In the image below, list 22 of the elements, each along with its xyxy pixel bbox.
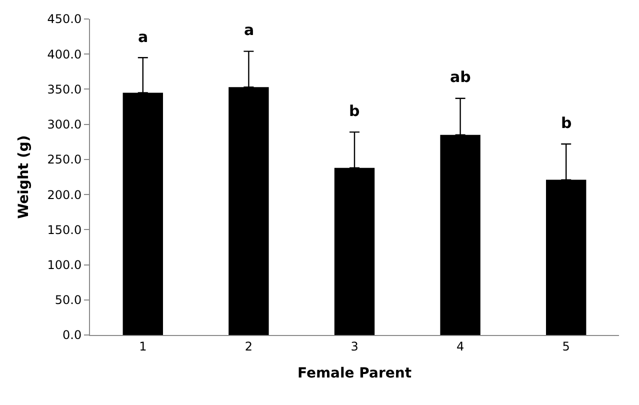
y-tick-label: 450.0 bbox=[47, 12, 82, 26]
y-tick-label: 250.0 bbox=[47, 152, 82, 167]
annotation: a bbox=[138, 28, 148, 46]
y-axis-title: Weight (g) bbox=[16, 135, 32, 219]
x-tick-label: 4 bbox=[456, 339, 464, 354]
annotation: ab bbox=[450, 68, 472, 86]
y-tick-label: 150.0 bbox=[47, 222, 82, 237]
y-tick-label: 100.0 bbox=[47, 258, 82, 272]
y-tick-label: 300.0 bbox=[47, 118, 82, 132]
y-tick-label: 350.0 bbox=[47, 82, 82, 96]
x-tick-label: 3 bbox=[350, 339, 358, 354]
x-tick-label: 2 bbox=[244, 339, 253, 354]
x-tick-label: 5 bbox=[562, 339, 570, 354]
x-axis-title: Female Parent bbox=[297, 366, 412, 382]
annotation: b bbox=[561, 114, 572, 132]
annotation: a bbox=[244, 21, 254, 39]
annotation: b bbox=[349, 102, 360, 120]
y-tick-label: 200.0 bbox=[47, 188, 82, 202]
y-tick-label: 50.0 bbox=[54, 293, 82, 308]
y-tick-label: 0.0 bbox=[62, 328, 82, 342]
x-tick-label: 1 bbox=[139, 339, 147, 354]
y-tick-label: 400.0 bbox=[47, 47, 82, 62]
